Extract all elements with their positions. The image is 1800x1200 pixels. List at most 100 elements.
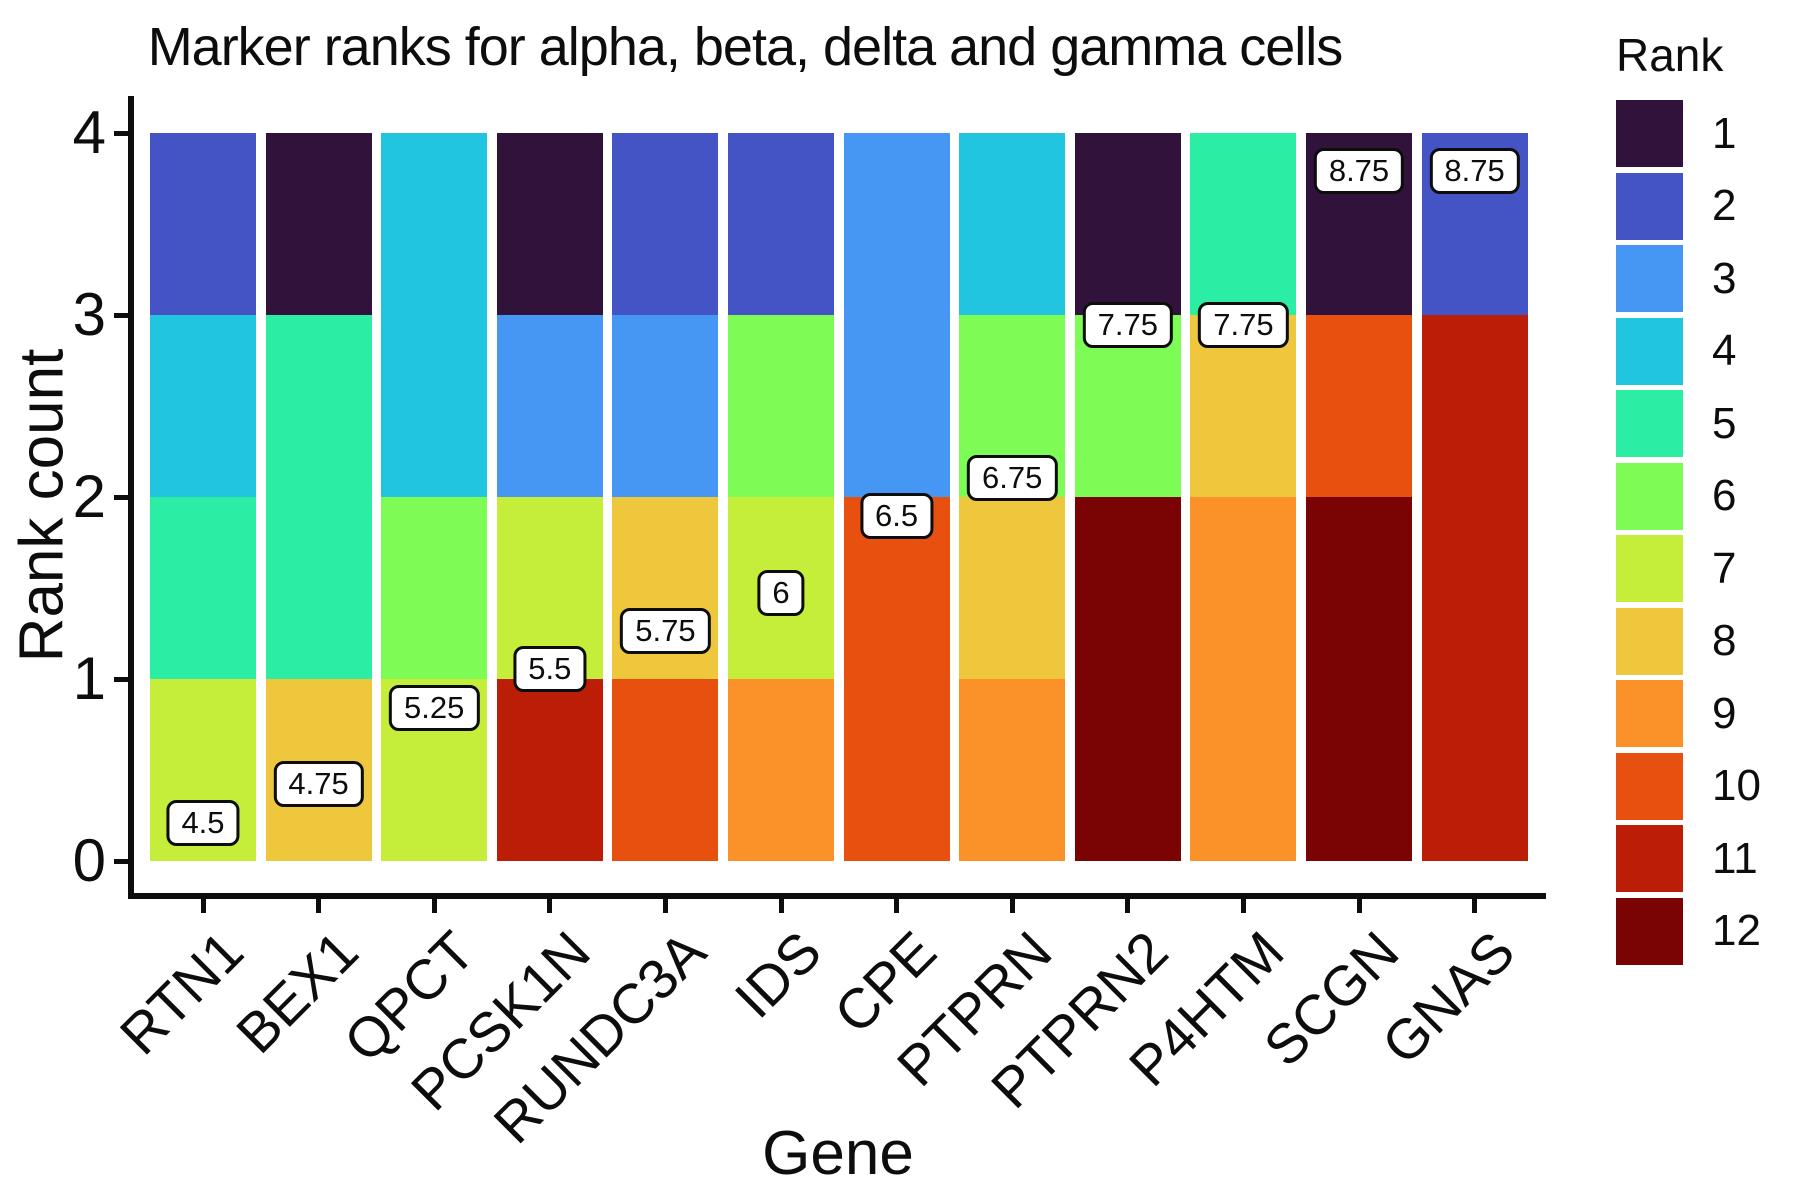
x-axis-spine xyxy=(128,893,1546,899)
bar-segment-rank-3 xyxy=(843,133,950,315)
bar-CPE xyxy=(843,133,950,861)
bar-segment-rank-1 xyxy=(265,133,372,315)
bar-segment-rank-2 xyxy=(728,133,834,315)
bar-segment-rank-11 xyxy=(1421,679,1528,861)
bar-segment-rank-4 xyxy=(381,315,488,497)
y-tick-mark xyxy=(114,131,128,136)
bar-SCGN xyxy=(1306,133,1412,861)
gene-label: RTN1 xyxy=(107,919,255,1067)
bar-segment-rank-9 xyxy=(1190,497,1297,679)
bar-segment-rank-11 xyxy=(1421,315,1528,497)
legend: Rank 1 2 3 4 5 6 7 8 9 10 11 12 xyxy=(1616,28,1761,965)
mean-rank-label: 7.75 xyxy=(1198,301,1289,348)
legend-swatch xyxy=(1616,100,1683,167)
mean-rank-label: 7.75 xyxy=(1082,301,1173,348)
bar-segment-rank-12 xyxy=(1306,497,1412,679)
bar-segment-rank-3 xyxy=(843,315,950,497)
bar-QPCT xyxy=(381,133,488,861)
legend-label: 10 xyxy=(1712,761,1761,810)
bar-segment-rank-12 xyxy=(1306,679,1412,861)
legend-label: 11 xyxy=(1712,833,1758,883)
bar-PCSK1N xyxy=(496,133,603,861)
mean-rank-label: 4.5 xyxy=(166,799,240,846)
y-tick-label: 4 xyxy=(72,99,106,166)
bar-segment-rank-3 xyxy=(612,315,719,497)
bar-segment-rank-4 xyxy=(959,133,1066,315)
y-tick-mark xyxy=(114,859,128,864)
legend-item-rank-5: 5 xyxy=(1616,390,1800,457)
x-tick-mark xyxy=(547,899,553,913)
x-tick-mark xyxy=(431,899,437,913)
legend-swatch xyxy=(1616,172,1683,240)
mean-rank-label: 6.5 xyxy=(860,493,934,540)
legend-item-rank-1: 1 xyxy=(1616,100,1800,167)
chart-title: Marker ranks for alpha, beta, delta and … xyxy=(147,17,1344,77)
legend-title: Rank xyxy=(1616,29,1724,81)
x-tick-mark xyxy=(1356,899,1362,913)
legend-label: 12 xyxy=(1712,906,1761,955)
legend-item-rank-10: 10 xyxy=(1616,752,1800,820)
gene-label: IDS xyxy=(722,919,833,1030)
bar-RUNDC3A xyxy=(612,133,719,861)
legend-item-rank-2: 2 xyxy=(1616,172,1800,240)
y-tick-mark xyxy=(114,677,128,682)
x-axis-label: Gene xyxy=(762,1119,914,1188)
legend-item-rank-6: 6 xyxy=(1616,462,1800,530)
legend-swatch xyxy=(1616,317,1683,385)
bar-P4HTM xyxy=(1190,133,1297,861)
bar-segment-rank-10 xyxy=(1306,315,1412,497)
legend-item-rank-11: 11 xyxy=(1616,825,1800,892)
bar-segment-rank-5 xyxy=(265,315,372,497)
legend-swatch xyxy=(1616,462,1683,530)
bar-segment-rank-5 xyxy=(150,497,256,679)
x-tick-mark xyxy=(316,899,322,913)
legend-swatch xyxy=(1616,752,1683,820)
mean-rank-label: 5.5 xyxy=(513,646,587,693)
legend-swatch xyxy=(1616,390,1683,457)
mean-rank-label: 8.75 xyxy=(1429,148,1520,195)
x-tick-mark xyxy=(1472,899,1478,913)
x-tick-mark xyxy=(200,899,206,913)
legend-item-rank-4: 4 xyxy=(1616,317,1800,385)
legend-swatch xyxy=(1616,897,1683,965)
bar-segment-rank-2 xyxy=(612,133,719,315)
legend-item-rank-7: 7 xyxy=(1616,535,1800,602)
legend-swatch xyxy=(1616,535,1683,602)
legend-item-rank-12: 12 xyxy=(1616,897,1800,965)
legend-label: 7 xyxy=(1712,543,1737,593)
legend-label: 3 xyxy=(1712,253,1737,303)
y-axis-spine xyxy=(128,96,134,899)
bar-segment-rank-10 xyxy=(843,679,950,861)
bar-segment-rank-6 xyxy=(728,315,834,497)
legend-label: 2 xyxy=(1712,181,1737,230)
gene-label: GNAS xyxy=(1369,919,1527,1076)
legend-swatch xyxy=(1616,607,1683,675)
bar-RTN1 xyxy=(150,133,256,861)
y-tick-label: 2 xyxy=(72,463,106,530)
legend-label: 1 xyxy=(1712,108,1737,158)
x-tick-mark xyxy=(894,899,900,913)
mean-rank-label: 6 xyxy=(757,569,805,616)
y-tick-label: 0 xyxy=(72,827,106,894)
bar-PTPRN2 xyxy=(1074,133,1181,861)
bar-segment-rank-9 xyxy=(1190,679,1297,861)
legend-label: 6 xyxy=(1712,471,1737,520)
bar-segment-rank-9 xyxy=(728,679,834,861)
x-tick-mark xyxy=(662,899,668,913)
bar-segment-rank-12 xyxy=(1074,679,1181,861)
bar-BEX1 xyxy=(265,133,372,861)
bar-IDS xyxy=(728,133,834,861)
bar-segment-rank-1 xyxy=(1074,133,1181,315)
legend-label: 5 xyxy=(1712,398,1737,448)
bar-segment-rank-2 xyxy=(150,133,256,315)
bar-segment-rank-12 xyxy=(1074,497,1181,679)
mean-rank-label: 5.25 xyxy=(389,684,480,731)
y-tick-label: 1 xyxy=(72,645,106,712)
mean-rank-label: 5.75 xyxy=(620,608,711,655)
legend-swatch xyxy=(1616,825,1683,892)
legend-item-rank-3: 3 xyxy=(1616,245,1800,312)
bar-segment-rank-1 xyxy=(496,133,603,315)
bar-segment-rank-10 xyxy=(612,679,719,861)
y-tick-mark xyxy=(114,495,128,500)
